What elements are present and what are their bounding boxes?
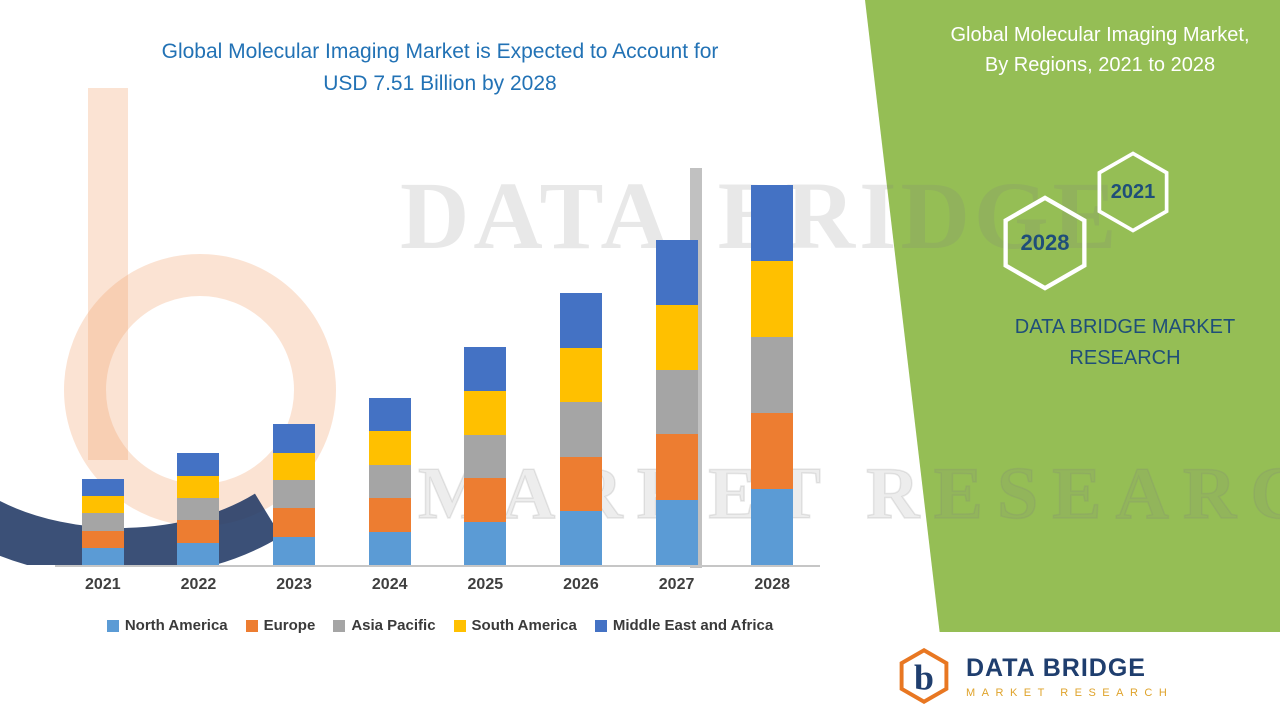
segment-asia-pacific: [273, 480, 316, 509]
segment-asia-pacific: [751, 337, 794, 414]
legend-swatch-south-america: [453, 619, 466, 632]
footer-logo-subtitle: MARKET RESEARCH: [966, 686, 1174, 699]
segment-north-america: [273, 536, 316, 565]
chart-title-line1: Global Molecular Imaging Market is Expec…: [161, 40, 719, 63]
segment-south-america: [751, 261, 794, 338]
chart-title-line2: USD 7.51 Billion by 2028: [323, 71, 557, 95]
x-tick-2021: 2021: [85, 576, 121, 593]
segment-asia-pacific: [464, 434, 507, 478]
segment-asia-pacific: [368, 464, 411, 499]
footer-logo-text: DATA BRIDGE MARKET RESEARCH: [966, 654, 1173, 699]
side-panel-title: Global Molecular Imaging Market, By Regi…: [930, 20, 1270, 80]
legend-label: Europe: [263, 617, 316, 634]
side-panel-title-line1: Global Molecular Imaging Market,: [950, 24, 1250, 46]
legend-item-south-america: South America: [453, 617, 577, 634]
segment-middle-east-and-africa: [177, 453, 220, 476]
segment-middle-east-and-africa: [273, 424, 316, 453]
side-panel-brand: DATA BRIDGE MARKET RESEARCH: [965, 312, 1280, 374]
brand-line2: RESEARCH: [1069, 347, 1181, 369]
badge-2028-label: 2028: [1020, 230, 1070, 255]
bar-2023: [273, 424, 316, 565]
segment-north-america: [81, 547, 124, 565]
hexagon-outline-icon: [1003, 195, 1087, 291]
segment-south-america: [464, 391, 507, 435]
x-tick-2023: 2023: [276, 576, 312, 593]
legend-item-asia-pacific: Asia Pacific: [333, 617, 436, 634]
segment-middle-east-and-africa: [368, 397, 411, 432]
data-bridge-logo-icon: b: [899, 648, 949, 704]
bar-2021: [81, 478, 124, 565]
bar-2022: [177, 453, 220, 565]
x-tick-2024: 2024: [371, 576, 408, 593]
brand-line1: DATA BRIDGE MARKET: [1014, 316, 1236, 338]
bar-2028: [751, 185, 794, 565]
segment-europe: [368, 498, 411, 532]
segment-south-america: [559, 347, 602, 403]
legend-swatch-north-america: [106, 619, 119, 632]
segment-europe: [464, 478, 507, 522]
segment-north-america: [559, 510, 602, 565]
badge-2021-label: 2021: [1110, 180, 1156, 203]
legend-label: South America: [471, 617, 577, 634]
segment-europe: [273, 508, 316, 537]
legend-label: North America: [124, 617, 228, 634]
segment-europe: [81, 530, 124, 548]
x-tick-2026: 2026: [563, 576, 599, 593]
bar-2027: [655, 239, 698, 565]
segment-middle-east-and-africa: [559, 293, 602, 348]
segment-asia-pacific: [177, 498, 220, 521]
legend-label: Middle East and Africa: [612, 617, 774, 634]
x-tick-2022: 2022: [180, 576, 217, 593]
chart-title: Global Molecular Imaging Market is Expec…: [40, 36, 840, 99]
segment-europe: [559, 456, 602, 511]
legend-swatch-asia-pacific: [333, 619, 346, 632]
bar-2026: [559, 293, 602, 565]
legend-item-middle-east-and-africa: Middle East and Africa: [594, 617, 774, 634]
logo-monogram: b: [914, 657, 934, 697]
segment-north-america: [177, 542, 220, 565]
segment-europe: [655, 434, 698, 500]
badge-2028: 2028: [997, 194, 1093, 292]
segment-north-america: [751, 489, 794, 565]
footer-logo-name: DATA BRIDGE: [966, 653, 1146, 682]
badge-2021: 2021: [1092, 150, 1174, 234]
bars-row: [55, 160, 820, 567]
segment-europe: [177, 520, 220, 543]
watermark-logo-bar: [88, 88, 128, 460]
hexagon-outline-icon: [1097, 151, 1169, 233]
segment-north-america: [655, 499, 698, 565]
segment-middle-east-and-africa: [751, 185, 794, 262]
segment-north-america: [368, 531, 411, 565]
segment-south-america: [655, 304, 698, 370]
segment-south-america: [81, 496, 124, 514]
segment-middle-east-and-africa: [655, 239, 698, 305]
legend-swatch-europe: [245, 619, 258, 632]
segment-asia-pacific: [559, 402, 602, 457]
x-tick-2027: 2027: [658, 576, 695, 593]
segment-middle-east-and-africa: [464, 347, 507, 391]
segment-asia-pacific: [81, 513, 124, 531]
segment-south-america: [273, 452, 316, 481]
x-axis-labels: 2021 2022 2023 2024 2025 2026 2027 2028: [55, 576, 820, 594]
legend-item-europe: Europe: [245, 617, 316, 634]
stacked-bar-chart: 2021 2022 2023 2024 2025 2026 2027 2028: [55, 160, 820, 594]
footer-logo: b DATA BRIDGE MARKET RESEARCH: [872, 632, 1280, 720]
segment-middle-east-and-africa: [81, 478, 124, 497]
legend-swatch-middle-east-and-africa: [594, 619, 607, 632]
x-tick-2028: 2028: [754, 576, 790, 593]
legend-label: Asia Pacific: [351, 617, 436, 634]
side-panel-title-line2: By Regions, 2021 to 2028: [984, 54, 1216, 76]
segment-asia-pacific: [655, 369, 698, 435]
watermark-word-data: DATA: [400, 162, 674, 269]
segment-south-america: [368, 431, 411, 465]
segment-south-america: [177, 475, 220, 499]
legend: North America Europe Asia Pacific South Ame…: [40, 617, 840, 634]
bar-2024: [368, 397, 411, 565]
bar-2025: [464, 347, 507, 565]
x-tick-2025: 2025: [467, 576, 504, 593]
legend-item-north-america: North America: [106, 617, 228, 634]
segment-north-america: [464, 521, 507, 565]
segment-europe: [751, 413, 794, 490]
